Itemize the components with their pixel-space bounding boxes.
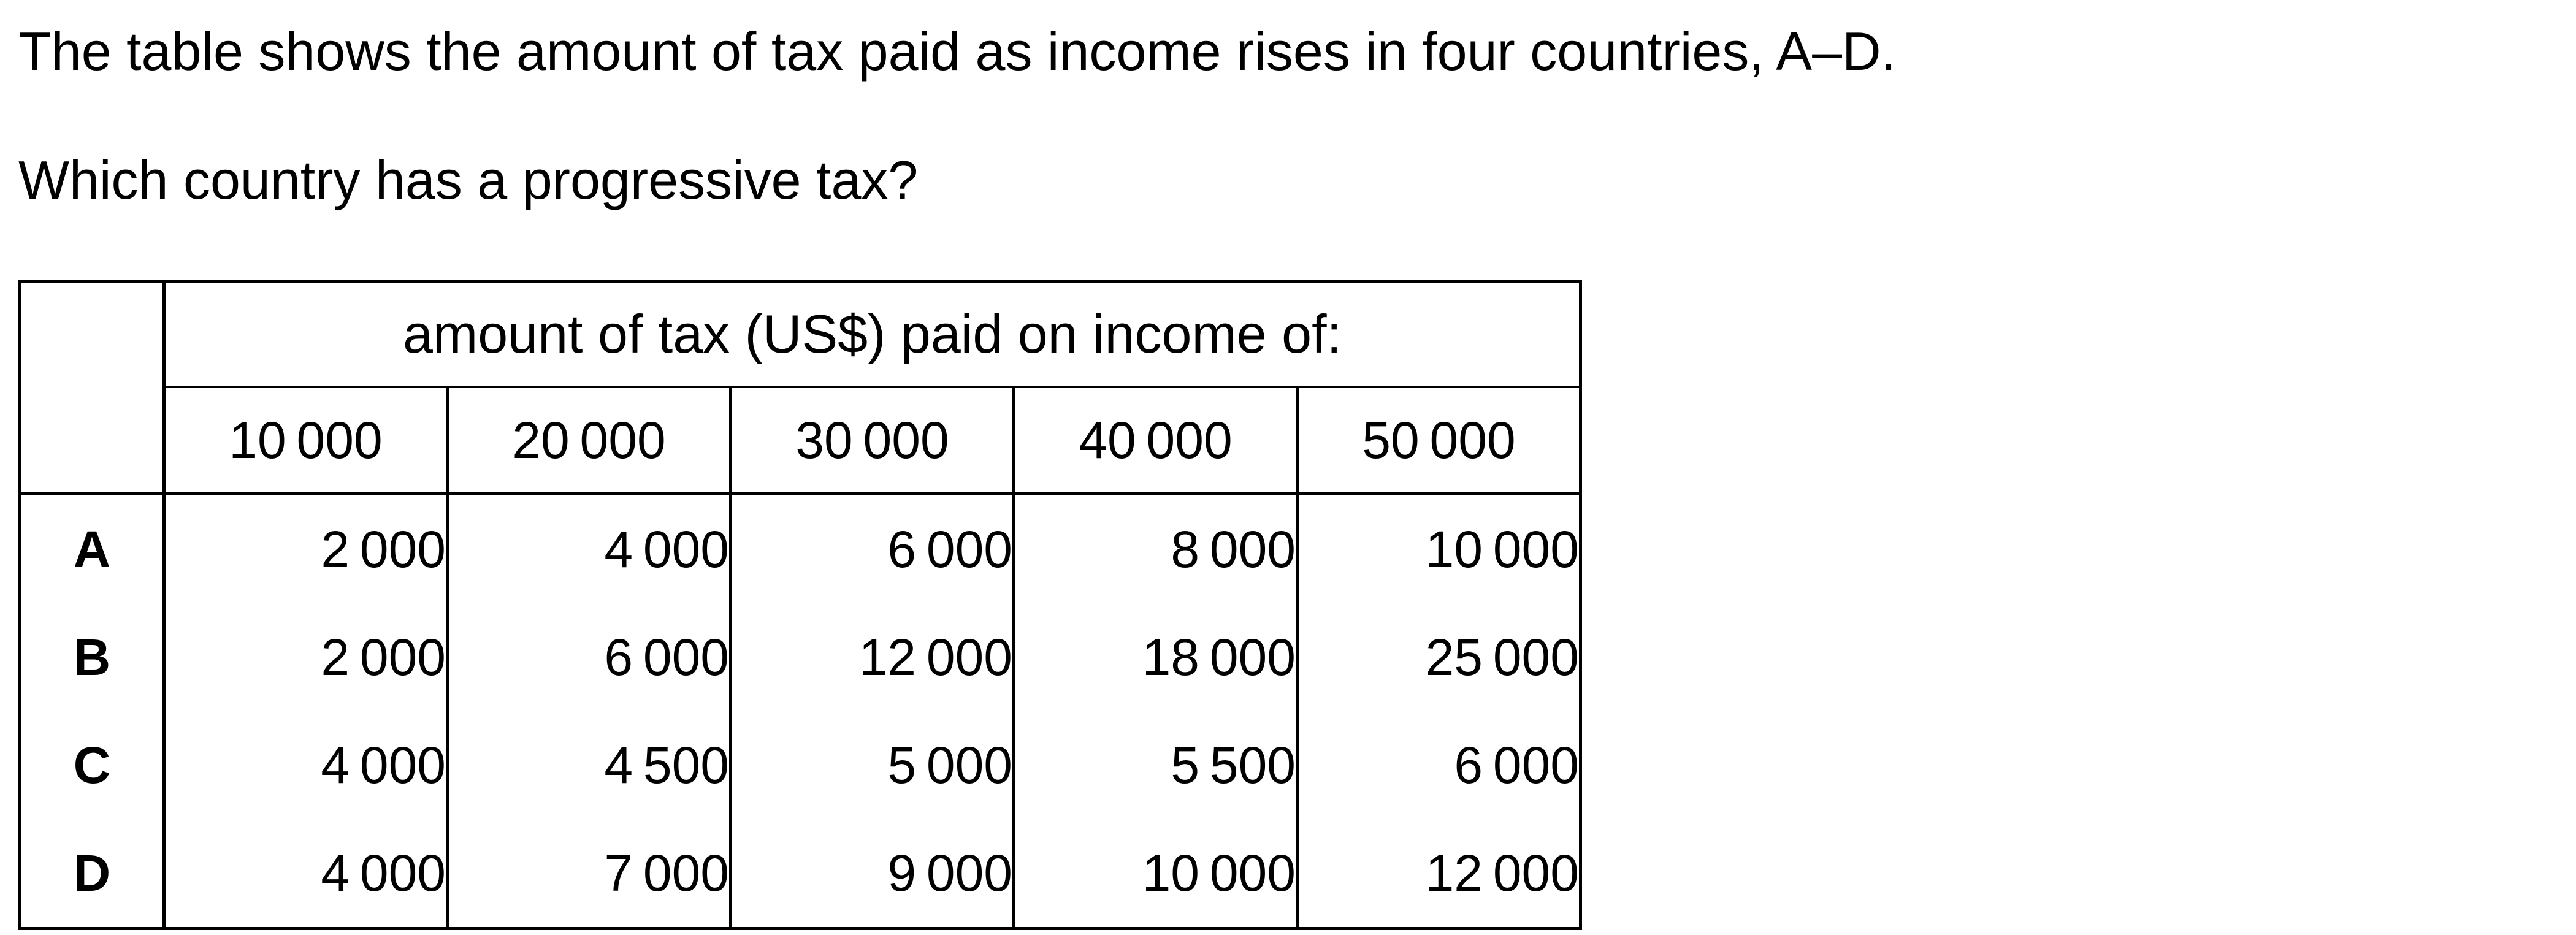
income-header: 30 000: [729, 387, 1015, 495]
corner-cell: [18, 280, 166, 495]
tax-value: 9 000: [729, 819, 1015, 930]
tax-value: 10 000: [1012, 819, 1299, 930]
tax-value: 5 500: [1012, 711, 1299, 819]
table-row: D 4 000 7 000 9 000 10 000 12 000: [18, 819, 1582, 930]
tax-value: 5 000: [729, 711, 1015, 819]
table-caption-row: amount of tax (US$) paid on income of:: [18, 280, 1582, 495]
tax-value: 25 000: [1296, 603, 1582, 711]
income-header: 40 000: [1012, 387, 1299, 495]
question-text: Which country has a progressive tax?: [18, 150, 919, 210]
tax-value: 12 000: [729, 603, 1015, 711]
tax-value: 2 000: [162, 494, 449, 603]
income-header: 20 000: [446, 387, 732, 495]
country-label: C: [18, 711, 166, 819]
tax-value: 7 000: [446, 819, 732, 930]
table-caption: amount of tax (US$) paid on income of:: [162, 280, 1582, 388]
table-row: B 2 000 6 000 12 000 18 000 25 000: [18, 603, 1582, 711]
tax-value: 4 000: [162, 711, 449, 819]
country-label: D: [18, 819, 166, 930]
table-row: A 2 000 4 000 6 000 8 000 10 000: [18, 494, 1582, 603]
tax-value: 4 500: [446, 711, 732, 819]
tax-value: 8 000: [1012, 494, 1299, 603]
income-header: 50 000: [1296, 387, 1582, 495]
country-label: B: [18, 603, 166, 711]
table-row: C 4 000 4 500 5 000 5 500 6 000: [18, 711, 1582, 819]
income-header-row: 10 000 20 000 30 000 40 000 50 000: [20, 387, 1582, 495]
tax-value: 4 000: [162, 819, 449, 930]
tax-value: 6 000: [729, 494, 1015, 603]
tax-table: amount of tax (US$) paid on income of: 1…: [18, 280, 1582, 930]
tax-value: 2 000: [162, 603, 449, 711]
tax-value: 18 000: [1012, 603, 1299, 711]
intro-text: The table shows the amount of tax paid a…: [18, 21, 1897, 82]
tax-value: 4 000: [446, 494, 732, 603]
tax-value: 10 000: [1296, 494, 1582, 603]
tax-value: 12 000: [1296, 819, 1582, 930]
tax-value: 6 000: [1296, 711, 1582, 819]
country-label: A: [18, 494, 166, 603]
income-header: 10 000: [162, 387, 449, 495]
tax-value: 6 000: [446, 603, 732, 711]
